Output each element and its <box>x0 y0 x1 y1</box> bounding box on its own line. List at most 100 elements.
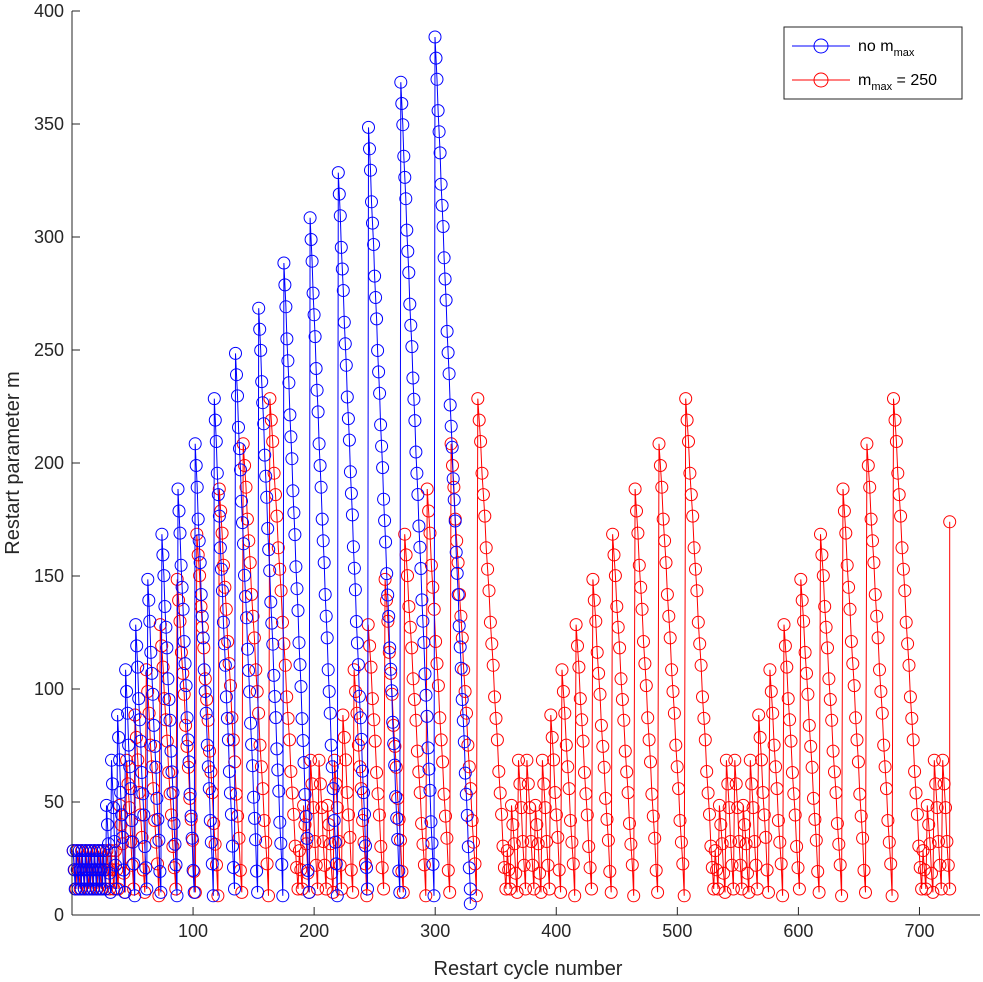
point-mmax-250 <box>519 882 532 896</box>
point-no-mmax <box>450 566 464 580</box>
point-no-mmax <box>194 588 208 601</box>
point-no-mmax <box>461 840 475 854</box>
point-no-mmax <box>172 504 186 518</box>
point-mmax-250 <box>788 808 802 822</box>
point-mmax-250 <box>218 580 232 594</box>
point-mmax-250 <box>763 663 777 677</box>
point-mmax-250 <box>138 885 152 899</box>
point-mmax-250 <box>269 488 282 502</box>
y-axis-label: Restart parameter m <box>2 371 24 554</box>
point-mmax-250 <box>270 509 284 523</box>
point-no-mmax <box>356 764 369 778</box>
point-no-mmax <box>156 548 170 562</box>
point-mmax-250 <box>436 755 450 769</box>
point-no-mmax <box>379 535 393 549</box>
point-mmax-250 <box>833 858 847 872</box>
point-no-mmax <box>210 466 224 480</box>
point-mmax-250 <box>822 672 836 686</box>
point-no-mmax <box>248 811 262 825</box>
point-mmax-250 <box>807 791 820 805</box>
point-no-mmax <box>199 706 213 720</box>
point-mmax-250 <box>585 882 598 896</box>
series-line-no-mmax <box>72 36 471 904</box>
point-no-mmax <box>376 461 390 475</box>
point-no-mmax <box>354 711 367 725</box>
point-no-mmax <box>96 844 110 858</box>
point-mmax-250 <box>363 639 377 653</box>
point-no-mmax <box>157 569 171 583</box>
point-no-mmax <box>191 512 205 526</box>
point-mmax-250 <box>489 711 503 725</box>
point-mmax-250 <box>638 657 652 671</box>
point-no-mmax <box>310 383 324 397</box>
point-mmax-250 <box>537 777 551 791</box>
point-no-mmax <box>410 466 424 480</box>
point-mmax-250 <box>660 588 674 601</box>
point-no-mmax <box>178 657 192 671</box>
point-no-mmax <box>232 420 245 434</box>
point-no-mmax <box>362 120 375 134</box>
point-mmax-250 <box>349 685 363 698</box>
point-no-mmax <box>139 861 153 875</box>
point-mmax-250 <box>826 744 840 758</box>
point-mmax-250 <box>666 685 680 698</box>
point-mmax-250 <box>158 692 171 706</box>
point-mmax-250 <box>632 558 646 572</box>
point-no-mmax <box>358 807 371 821</box>
point-no-mmax <box>302 885 316 899</box>
point-no-mmax <box>212 509 226 523</box>
point-no-mmax <box>381 588 395 602</box>
point-no-mmax <box>257 417 271 431</box>
point-mmax-250 <box>398 527 412 541</box>
point-mmax-250 <box>659 556 673 570</box>
point-mmax-250 <box>534 885 548 899</box>
point-no-mmax <box>311 405 325 419</box>
point-no-mmax <box>115 808 129 822</box>
point-mmax-250 <box>927 753 941 767</box>
point-no-mmax <box>170 889 184 903</box>
x-tick-label: 600 <box>783 921 813 941</box>
point-mmax-250 <box>528 798 542 812</box>
point-mmax-250 <box>770 782 784 796</box>
point-mmax-250 <box>725 858 739 872</box>
point-no-mmax <box>297 756 311 769</box>
point-mmax-250 <box>809 833 823 847</box>
point-no-mmax <box>159 620 173 634</box>
point-no-mmax <box>432 125 446 139</box>
point-mmax-250 <box>443 885 457 899</box>
point-no-mmax <box>215 584 229 598</box>
legend-label-no-mmax: no mmax <box>858 38 915 59</box>
point-no-mmax <box>323 706 337 720</box>
point-mmax-250 <box>686 509 700 523</box>
point-mmax-250 <box>805 760 819 774</box>
point-no-mmax <box>188 437 202 451</box>
point-no-mmax <box>196 631 210 645</box>
point-mmax-250 <box>866 534 879 548</box>
point-no-mmax <box>427 889 441 903</box>
point-no-mmax <box>269 711 283 725</box>
point-no-mmax <box>181 733 195 747</box>
point-no-mmax <box>420 709 434 723</box>
point-no-mmax <box>373 386 387 400</box>
point-no-mmax <box>434 177 448 191</box>
point-mmax-250 <box>648 831 662 845</box>
point-no-mmax <box>109 858 122 872</box>
point-mmax-250 <box>600 812 614 826</box>
point-no-mmax <box>224 807 238 821</box>
point-mmax-250 <box>159 713 173 727</box>
point-no-mmax <box>185 831 199 845</box>
point-mmax-250 <box>769 760 783 774</box>
point-no-mmax <box>455 693 469 706</box>
point-no-mmax <box>460 808 474 822</box>
point-no-mmax <box>107 801 120 815</box>
point-no-mmax <box>261 522 275 535</box>
point-mmax-250 <box>482 584 496 598</box>
point-mmax-250 <box>564 814 577 827</box>
point-mmax-250 <box>370 766 384 779</box>
point-no-mmax <box>137 808 151 822</box>
point-no-mmax <box>149 760 163 774</box>
point-mmax-250 <box>682 435 695 448</box>
point-mmax-250 <box>506 818 520 832</box>
point-mmax-250 <box>340 786 354 799</box>
point-mmax-250 <box>120 753 134 767</box>
